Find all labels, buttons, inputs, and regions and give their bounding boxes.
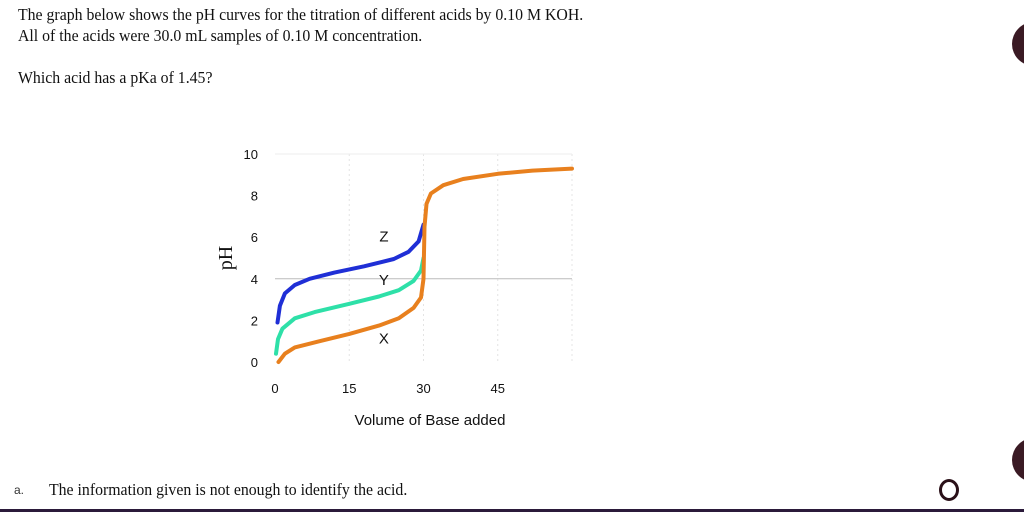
option-a-radio[interactable] bbox=[939, 479, 959, 501]
series-label-y: Y bbox=[379, 272, 389, 289]
side-tab-bottom[interactable] bbox=[1012, 438, 1024, 482]
y-tick-label: 8 bbox=[251, 189, 258, 204]
curves bbox=[274, 166, 574, 364]
side-tab-top[interactable] bbox=[1012, 22, 1024, 66]
y-tick-label: 4 bbox=[251, 272, 258, 287]
x-tick-label: 0 bbox=[271, 381, 278, 396]
divider bbox=[0, 509, 1024, 512]
x-tick-label: 15 bbox=[342, 381, 356, 396]
question-line-2: All of the acids were 30.0 mL samples of… bbox=[18, 26, 423, 45]
titration-chart: 0 15 30 45 0 2 4 6 8 10 Volume of Base added pH Z… bbox=[215, 147, 574, 429]
series-label-x: X bbox=[379, 330, 389, 347]
y-tick-label: 10 bbox=[244, 147, 258, 162]
option-a-letter: a. bbox=[14, 483, 25, 497]
option-a-text[interactable]: The information given is not enough to i… bbox=[49, 480, 408, 499]
y-axis-label: pH bbox=[215, 246, 237, 270]
x-tick-label: 45 bbox=[491, 381, 505, 396]
x-tick-label: 30 bbox=[416, 381, 430, 396]
question-line-1: The graph below shows the pH curves for … bbox=[18, 5, 584, 24]
series-line-z bbox=[275, 222, 426, 325]
series-line-y bbox=[274, 256, 426, 356]
y-tick-label: 2 bbox=[251, 313, 258, 328]
y-tick-label: 0 bbox=[251, 355, 258, 370]
y-tick-label: 6 bbox=[251, 230, 258, 245]
x-axis-label: Volume of Base added bbox=[355, 412, 506, 429]
series-label-z: Z bbox=[379, 228, 388, 245]
question-prompt: Which acid has a pKa of 1.45? bbox=[18, 68, 213, 87]
series-line-x bbox=[276, 166, 574, 364]
